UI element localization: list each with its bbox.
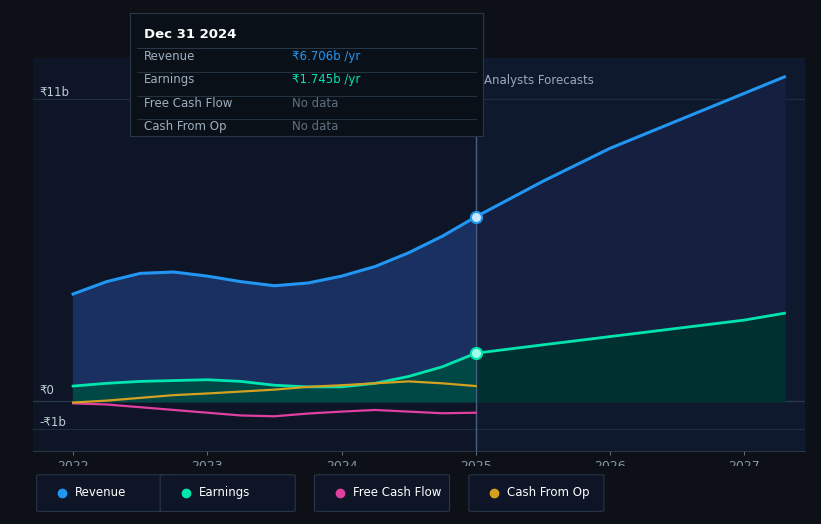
Text: -₹1b: -₹1b xyxy=(39,416,67,429)
Text: Earnings: Earnings xyxy=(144,73,195,86)
Text: Earnings: Earnings xyxy=(199,486,250,499)
Text: Free Cash Flow: Free Cash Flow xyxy=(144,97,232,110)
Text: ₹1.745b /yr: ₹1.745b /yr xyxy=(292,73,360,86)
Text: ₹6.706b /yr: ₹6.706b /yr xyxy=(292,50,360,63)
FancyBboxPatch shape xyxy=(469,475,604,511)
Text: No data: No data xyxy=(292,97,338,110)
FancyBboxPatch shape xyxy=(160,475,296,511)
Text: ₹11b: ₹11b xyxy=(39,86,70,99)
Text: Analysts Forecasts: Analysts Forecasts xyxy=(484,74,594,87)
Bar xyxy=(475,58,805,451)
Text: ₹0: ₹0 xyxy=(39,384,54,397)
FancyBboxPatch shape xyxy=(37,475,172,511)
FancyBboxPatch shape xyxy=(314,475,450,511)
Text: Dec 31 2024: Dec 31 2024 xyxy=(144,28,236,41)
Text: Revenue: Revenue xyxy=(76,486,126,499)
Text: Past: Past xyxy=(443,74,468,87)
Text: Free Cash Flow: Free Cash Flow xyxy=(353,486,442,499)
Text: Cash From Op: Cash From Op xyxy=(507,486,590,499)
Text: Cash From Op: Cash From Op xyxy=(144,120,227,133)
Text: Revenue: Revenue xyxy=(144,50,195,63)
Text: No data: No data xyxy=(292,120,338,133)
